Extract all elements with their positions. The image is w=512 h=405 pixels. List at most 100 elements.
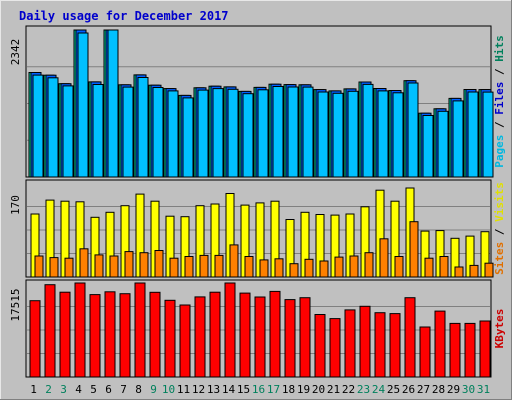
day-label-18: 18 bbox=[282, 383, 295, 396]
day-label-4: 4 bbox=[75, 383, 82, 396]
bar-pages-day-30 bbox=[467, 91, 479, 178]
bar-kbytes-day-28 bbox=[434, 310, 446, 378]
bar-sites-day-22 bbox=[349, 255, 359, 278]
bar-kbytes-day-6 bbox=[104, 291, 116, 378]
legend-separator: / bbox=[493, 115, 506, 135]
bar-kbytes-day-22 bbox=[344, 309, 356, 378]
day-label-22: 22 bbox=[342, 383, 355, 396]
day-label-15: 15 bbox=[237, 383, 250, 396]
bar-pages-day-2 bbox=[47, 77, 59, 178]
bar-kbytes-day-16 bbox=[254, 296, 266, 378]
bar-kbytes-day-12 bbox=[194, 296, 206, 378]
day-label-5: 5 bbox=[90, 383, 97, 396]
bar-pages-day-31 bbox=[482, 91, 494, 178]
bar-pages-day-29 bbox=[452, 100, 464, 178]
bar-sites-day-10 bbox=[169, 257, 179, 278]
bar-kbytes-day-5 bbox=[89, 294, 101, 378]
bar-kbytes-day-18 bbox=[284, 299, 296, 378]
day-label-17: 17 bbox=[267, 383, 280, 396]
bar-kbytes-day-8 bbox=[134, 282, 146, 378]
bar-kbytes-day-1 bbox=[29, 300, 41, 378]
bar-pages-day-7 bbox=[122, 86, 134, 178]
day-label-14: 14 bbox=[222, 383, 236, 396]
bar-pages-day-15 bbox=[242, 93, 254, 178]
bar-kbytes-day-14 bbox=[224, 282, 236, 378]
bar-pages-day-28 bbox=[437, 110, 449, 178]
bar-pages-day-18 bbox=[287, 86, 299, 178]
legend-top: Pages / Files / Hits bbox=[493, 35, 506, 168]
bar-kbytes-day-24 bbox=[374, 312, 386, 378]
bar-kbytes-day-9 bbox=[149, 291, 161, 378]
bar-sites-day-6 bbox=[109, 255, 119, 278]
legend-pages: Pages bbox=[493, 135, 506, 168]
bar-pages-day-1 bbox=[32, 74, 44, 178]
bar-kbytes-day-15 bbox=[239, 292, 251, 378]
bar-pages-day-12 bbox=[197, 89, 209, 178]
bar-sites-day-21 bbox=[334, 256, 344, 278]
bar-sites-day-16 bbox=[259, 259, 269, 278]
bar-pages-day-21 bbox=[332, 92, 344, 178]
chart-legends: Pages / Files / Hits Sites / Visits KBytes bbox=[493, 35, 506, 348]
bar-kbytes-day-3 bbox=[59, 291, 71, 378]
bar-kbytes-day-27 bbox=[419, 326, 431, 378]
bar-sites-day-13 bbox=[214, 254, 224, 278]
legend-bottom: KBytes bbox=[493, 309, 506, 349]
bar-sites-day-24 bbox=[379, 238, 389, 278]
bar-kbytes-day-17 bbox=[269, 290, 281, 378]
day-label-1: 1 bbox=[30, 383, 37, 396]
bar-kbytes-day-31 bbox=[479, 320, 491, 378]
bar-sites-day-11 bbox=[184, 256, 194, 278]
bar-sites-day-12 bbox=[199, 254, 209, 278]
bar-sites-day-25 bbox=[394, 256, 404, 278]
bar-pages-day-22 bbox=[347, 90, 359, 178]
day-label-12: 12 bbox=[192, 383, 205, 396]
legend-visits: Visits bbox=[493, 182, 506, 222]
bar-kbytes-day-30 bbox=[464, 322, 476, 378]
day-label-6: 6 bbox=[105, 383, 112, 396]
day-label-10: 10 bbox=[162, 383, 175, 396]
bar-pages-day-17 bbox=[272, 86, 284, 178]
day-label-20: 20 bbox=[312, 383, 325, 396]
bar-pages-day-16 bbox=[257, 89, 269, 178]
day-label-28: 28 bbox=[432, 383, 445, 396]
bar-sites-day-29 bbox=[454, 266, 464, 278]
bar-pages-day-4 bbox=[77, 32, 89, 178]
bar-kbytes-day-26 bbox=[404, 297, 416, 378]
bar-sites-day-28 bbox=[439, 256, 449, 278]
day-label-30: 30 bbox=[462, 383, 475, 396]
bar-sites-day-14 bbox=[229, 244, 239, 278]
bar-kbytes-day-21 bbox=[329, 318, 341, 378]
bar-sites-day-19 bbox=[304, 258, 314, 278]
day-labels: 1 2 3 4 5 6 7 8 9 10 11 12 13 14 15 16 17 18 19 20 21 22 23 24 2… bbox=[30, 383, 490, 396]
chart-title: Daily usage for December 2017 bbox=[19, 9, 229, 23]
bar-kbytes-day-13 bbox=[209, 291, 221, 378]
bar-pages-day-5 bbox=[92, 84, 104, 178]
day-label-24: 24 bbox=[372, 383, 386, 396]
day-label-26: 26 bbox=[402, 383, 415, 396]
day-label-2: 2 bbox=[45, 383, 52, 396]
bar-kbytes-day-4 bbox=[74, 282, 86, 378]
bar-pages-day-27 bbox=[422, 115, 434, 178]
bar-sites-day-4 bbox=[79, 248, 89, 278]
legend-sites: Sites bbox=[493, 242, 506, 275]
bar-sites-day-15 bbox=[244, 256, 254, 278]
bar-pages-day-14 bbox=[227, 88, 239, 178]
bar-kbytes-day-11 bbox=[179, 304, 191, 378]
bar-kbytes-day-10 bbox=[164, 299, 176, 378]
bar-sites-day-27 bbox=[424, 257, 434, 278]
bar-sites-day-18 bbox=[289, 263, 299, 278]
day-label-9: 9 bbox=[150, 383, 157, 396]
bar-sites-day-30 bbox=[469, 264, 479, 278]
bar-kbytes-day-25 bbox=[389, 313, 401, 378]
day-label-23: 23 bbox=[357, 383, 370, 396]
day-label-19: 19 bbox=[297, 383, 310, 396]
bar-kbytes-day-20 bbox=[314, 314, 326, 378]
bar-pages-day-23 bbox=[362, 83, 374, 178]
legend-kbytes: KBytes bbox=[493, 309, 506, 349]
bar-pages-day-6 bbox=[107, 29, 119, 178]
bar-kbytes-day-29 bbox=[449, 322, 461, 378]
day-label-31: 31 bbox=[477, 383, 490, 396]
bar-pages-day-3 bbox=[62, 85, 74, 178]
day-label-25: 25 bbox=[387, 383, 400, 396]
